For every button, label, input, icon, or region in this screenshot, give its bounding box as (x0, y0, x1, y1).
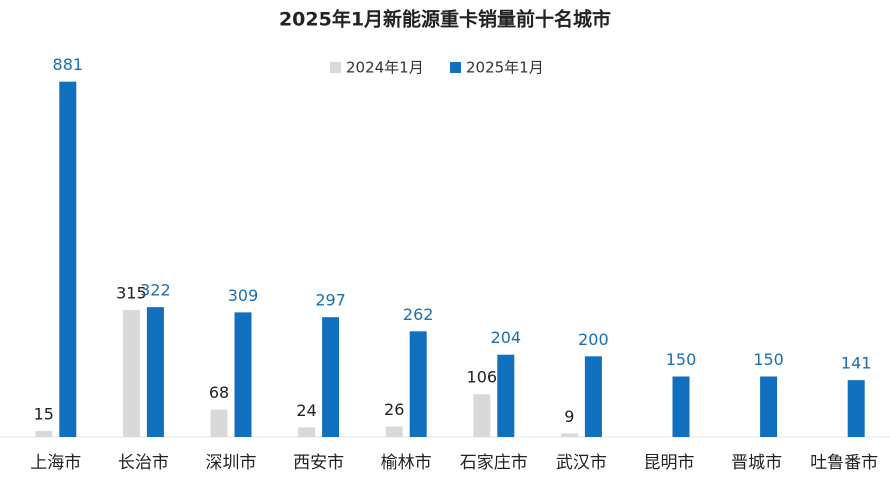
x-tick-label: 长治市 (118, 453, 169, 473)
bar (59, 81, 77, 437)
value-label: 9 (564, 407, 574, 426)
value-label: 141 (841, 354, 872, 373)
value-label: 106 (467, 368, 498, 387)
legend-label: 2025年1月 (466, 59, 544, 77)
value-label: 881 (53, 55, 84, 74)
bar (35, 430, 53, 437)
x-tick-label: 榆林市 (381, 453, 432, 473)
value-label: 24 (296, 401, 316, 420)
legend-swatch (450, 62, 461, 73)
bar (672, 376, 690, 437)
bar (210, 409, 228, 437)
value-label: 26 (384, 400, 404, 419)
value-label: 322 (140, 281, 171, 300)
x-tick-label: 西安市 (293, 453, 344, 473)
value-label: 200 (578, 330, 609, 349)
bar (322, 317, 340, 437)
value-label: 68 (209, 383, 229, 402)
bar (146, 307, 164, 437)
bar (847, 380, 865, 437)
bar (298, 427, 316, 437)
bar (385, 426, 403, 437)
x-tick-label: 石家庄市 (460, 453, 528, 473)
legend-label: 2024年1月 (346, 59, 424, 77)
value-label: 150 (666, 350, 697, 369)
chart-title: 2025年1月新能源重卡销量前十名城市 (279, 8, 611, 31)
bar (409, 331, 427, 437)
x-tick-label: 晋城市 (731, 453, 782, 473)
x-tick-label: 武汉市 (556, 453, 607, 473)
x-tick-label: 上海市 (30, 453, 81, 473)
value-label: 315 (116, 283, 147, 302)
value-label: 262 (403, 305, 434, 324)
x-tick-label: 昆明市 (644, 453, 695, 473)
value-label: 204 (491, 328, 522, 347)
legend-swatch (330, 62, 341, 73)
value-label: 309 (228, 286, 259, 305)
bar (497, 354, 515, 437)
bar (760, 376, 778, 437)
x-tick-label: 深圳市 (206, 453, 257, 473)
value-label: 297 (315, 291, 346, 310)
value-label: 150 (753, 350, 784, 369)
bar (584, 356, 602, 437)
bar (473, 394, 491, 437)
bar (560, 433, 578, 437)
value-label: 15 (34, 404, 54, 423)
bar (234, 312, 252, 437)
x-tick-label: 吐鲁番市 (810, 453, 878, 473)
bar (122, 309, 140, 437)
